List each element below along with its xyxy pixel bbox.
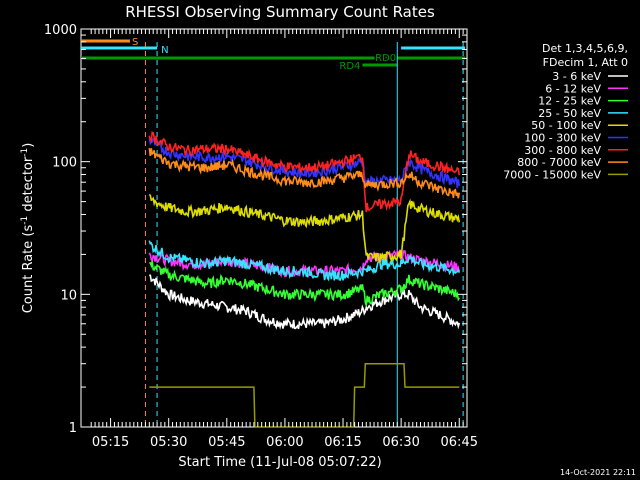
x-tick-label: 05:15: [92, 435, 129, 450]
y-axis: 1 10 100 1000: [44, 23, 467, 436]
event-lines: [144, 42, 464, 427]
timestamp: 14-Oct-2021 22:11: [560, 468, 636, 477]
x-tick-label: 05:45: [208, 435, 245, 450]
y-tick-label: 100: [52, 156, 77, 171]
legend-header-line-1: Det 1,3,4,5,6,9,: [542, 42, 628, 55]
x-tick-label: 05:30: [150, 435, 187, 450]
legend-label: 300 - 800 keV: [524, 144, 601, 157]
series-line-800-7000: [148, 147, 461, 199]
legend-label: 800 - 7000 keV: [517, 156, 601, 169]
flag-label-rd4: RD4: [339, 61, 360, 72]
y-tick-label: 1000: [44, 23, 77, 38]
flag-label-rd0: RD0: [375, 53, 396, 64]
series-line-12-25: [149, 261, 460, 306]
x-axis-label: Start Time (11-Jul-08 05:07:22): [178, 455, 381, 470]
legend-label: 7000 - 15000 keV: [503, 168, 601, 181]
legend-label: 100 - 300 keV: [524, 132, 601, 145]
series-line-100-300: [148, 137, 461, 189]
legend-header-line-2: FDecim 1, Att 0: [543, 56, 628, 69]
series-line-25-50: [148, 240, 461, 282]
legend: Det 1,3,4,5,6,9, FDecim 1, Att 0 3 - 6 k…: [503, 42, 628, 181]
flag-label-n: N: [161, 45, 168, 56]
legend-label: 12 - 25 keV: [538, 95, 601, 108]
series-line-300-800: [148, 131, 461, 213]
flag-label-s: S: [132, 37, 138, 48]
chart-title: RHESSI Observing Summary Count Rates: [125, 3, 435, 21]
legend-label: 6 - 12 keV: [545, 82, 601, 95]
legend-label: 50 - 100 keV: [531, 119, 601, 132]
y-axis-label: Count Rate (s-1 detector-1): [20, 143, 36, 314]
y-tick-label: 10: [60, 288, 77, 303]
legend-label: 3 - 6 keV: [552, 70, 601, 83]
x-tick-label: 06:00: [266, 435, 303, 450]
y-tick-label: 1: [69, 421, 77, 436]
series-line-3-6: [149, 274, 461, 330]
x-tick-label: 06:30: [382, 435, 419, 450]
x-axis: 05:15 05:30 05:45 06:00 06:15 06:30 06:45: [90, 29, 478, 450]
x-tick-label: 06:15: [324, 435, 361, 450]
series-line-50-100: [148, 193, 461, 265]
x-tick-label: 06:45: [441, 435, 478, 450]
legend-label: 25 - 50 keV: [538, 107, 601, 120]
observing-flags: S N RD0 RD4: [81, 37, 466, 72]
series-layer: [148, 131, 461, 428]
